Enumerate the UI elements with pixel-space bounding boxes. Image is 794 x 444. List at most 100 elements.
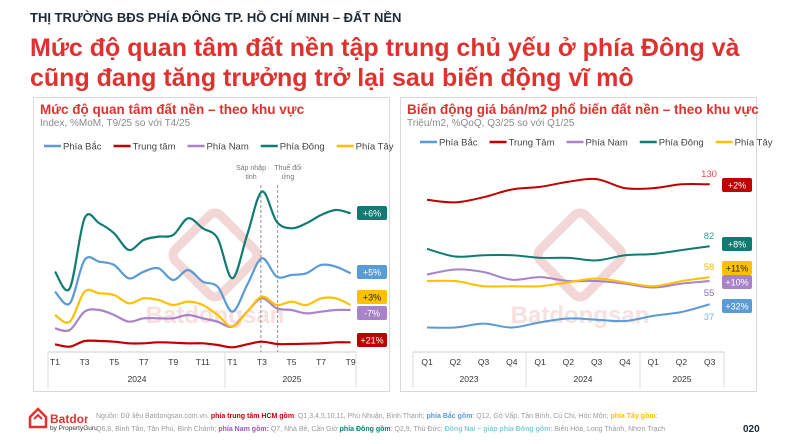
headline: Mức độ quan tâm đất nền tập trung chủ yế… — [30, 34, 740, 92]
west-label: phía Tây gồm — [610, 413, 656, 420]
change-badge-label: +8% — [728, 240, 746, 250]
watermark-logo-icon — [533, 208, 627, 302]
legend-label: Phía Bắc — [439, 138, 478, 149]
end-value-label: 130 — [701, 169, 717, 180]
center-text: : Q1,3,4,5,10,11, Phú Nhuận, Bình Thạnh; — [294, 413, 425, 420]
end-value-label: 82 — [704, 231, 715, 242]
x-tick-label: T5 — [109, 357, 119, 367]
series-line-Phía Bắc — [54, 256, 352, 313]
page-number: 020 — [743, 424, 760, 435]
interest-chart-card: Mức độ quan tâm đất nền – theo khu vực I… — [33, 97, 390, 392]
x-tick-label: Q1 — [534, 357, 546, 367]
chart-subtitle: Index, %MoM, T9/25 so với T4/25 — [40, 118, 191, 129]
source-text: Nguồn: Dữ liệu Batdongsan.com.vn. — [96, 413, 209, 420]
x-tick-label: T3 — [80, 357, 90, 367]
event-annotation: Thuế đối ứng — [274, 163, 302, 181]
change-badge — [357, 333, 387, 347]
footer-notes: Nguồn: Dữ liệu Batdongsan.com.vn. phía t… — [96, 410, 676, 436]
series-line-Phía Nam — [426, 268, 710, 289]
year-label: 2024 — [128, 374, 147, 384]
west-text: : Q6,8, Bình Tân, Tân Phú, Bình Chánh; — [96, 413, 658, 433]
x-tick-label: T9 — [346, 357, 356, 367]
series-line-Phía Nam — [54, 297, 351, 333]
center-label: phía trung tâm HCM gồm — [210, 413, 295, 420]
change-badge-label: +32% — [725, 302, 748, 312]
legend-label: Phía Nam — [207, 142, 249, 153]
series-line-Phía Tây — [426, 276, 710, 288]
east-label: phía Đông gồm — [339, 426, 391, 433]
south-label: phía Nam gồm: — [218, 426, 269, 433]
legend-label: Phía Tây — [356, 142, 394, 153]
x-tick-label: T7 — [139, 357, 149, 367]
series-line-Phía Bắc — [426, 303, 710, 329]
change-badge — [357, 265, 387, 279]
south-text: Q7, Nhà Bè, Cần Giờ — [268, 426, 338, 433]
change-badge-label: -7% — [364, 309, 380, 319]
price-chart-card: Biến động giá bán/m2 phổ biến đất nền – … — [400, 97, 759, 392]
dongnai-label: Đồng Nai – giáp phía Đông gồm — [444, 426, 551, 433]
change-badge — [722, 299, 752, 313]
legend-label: Phía Bắc — [63, 142, 102, 153]
x-tick-label: Q2 — [676, 357, 688, 367]
change-badge — [722, 237, 752, 251]
chart-title: Mức độ quan tâm đất nền – theo khu vực — [40, 102, 305, 117]
change-badge-label: +6% — [363, 209, 381, 219]
svg-text:Batdongsan: Batdongsan — [50, 412, 88, 426]
legend-label: Phía Tây — [735, 138, 773, 149]
series-line-Phía Đông — [54, 190, 351, 292]
year-label: 2024 — [574, 374, 593, 384]
x-tick-label: T11 — [196, 357, 210, 367]
legend-label: Trung tâm — [133, 142, 176, 153]
change-badge — [722, 178, 752, 192]
x-tick-label: T1 — [227, 357, 237, 367]
x-tick-label: T5 — [287, 357, 297, 367]
dongnai-text: : Biên Hòa, Long Thành, Nhơn Trạch — [550, 426, 665, 433]
batdongsan-logo: Batdongsan by PropertyGuru — [28, 405, 119, 438]
change-badge-label: +5% — [363, 268, 381, 278]
end-value-label: 55 — [704, 288, 715, 299]
logo-tagline: by PropertyGuru — [50, 425, 98, 432]
change-badge-label: +11% — [726, 264, 749, 274]
legend-label: Phía Đông — [659, 138, 704, 149]
x-tick-label: Q4 — [506, 357, 518, 367]
change-badge-label: +10% — [725, 278, 748, 288]
x-tick-label: Q2 — [450, 357, 462, 367]
change-badge — [722, 275, 752, 289]
watermark-logo-icon — [168, 208, 262, 302]
year-label: 2025 — [673, 374, 692, 384]
year-label: 2025 — [283, 374, 302, 384]
series-line-Trung tâm — [54, 339, 351, 349]
north-label: phía Bắc gồm — [426, 413, 473, 420]
x-tick-label: Q1 — [421, 357, 433, 367]
x-tick-label: T1 — [50, 357, 60, 367]
change-badge-label: +2% — [728, 181, 746, 191]
x-tick-label: Q1 — [647, 357, 659, 367]
legend-label: Phía Đông — [280, 142, 325, 153]
change-badge — [357, 290, 387, 304]
change-badge — [357, 306, 387, 320]
end-value-label: 58 — [704, 262, 715, 273]
series-line-Phía Đông — [426, 245, 710, 262]
legend-label: Phía Nam — [586, 138, 628, 149]
watermark-text: Batdongsan — [146, 302, 285, 329]
x-tick-label: Q3 — [704, 357, 716, 367]
x-tick-label: T9 — [168, 357, 178, 367]
chart-title: Biến động giá bán/m2 phổ biến đất nền – … — [407, 102, 759, 117]
legend-label: Trung Tâm — [509, 138, 555, 149]
event-annotation: Sáp nhập tỉnh — [236, 165, 266, 181]
x-tick-label: Q3 — [591, 357, 603, 367]
series-line-Phía Tây — [54, 288, 352, 328]
x-tick-label: Q3 — [478, 357, 490, 367]
change-badge — [722, 261, 752, 275]
chart-subtitle: Triệu/m2, %QoQ, Q3/25 so với Q1/25 — [407, 118, 575, 129]
end-value-label: 37 — [704, 312, 715, 323]
change-badge-label: +21% — [360, 336, 383, 346]
series-line-Trung Tâm — [426, 177, 710, 204]
east-text: : Q2,9, Thủ Đức; — [390, 426, 443, 433]
year-label: 2023 — [460, 374, 479, 384]
x-tick-label: Q4 — [619, 357, 631, 367]
x-tick-label: Q2 — [563, 357, 575, 367]
north-text: : Q12, Gò Vấp, Tân Bình, Củ Chi, Hóc Môn… — [472, 413, 609, 420]
change-badge — [357, 206, 387, 220]
